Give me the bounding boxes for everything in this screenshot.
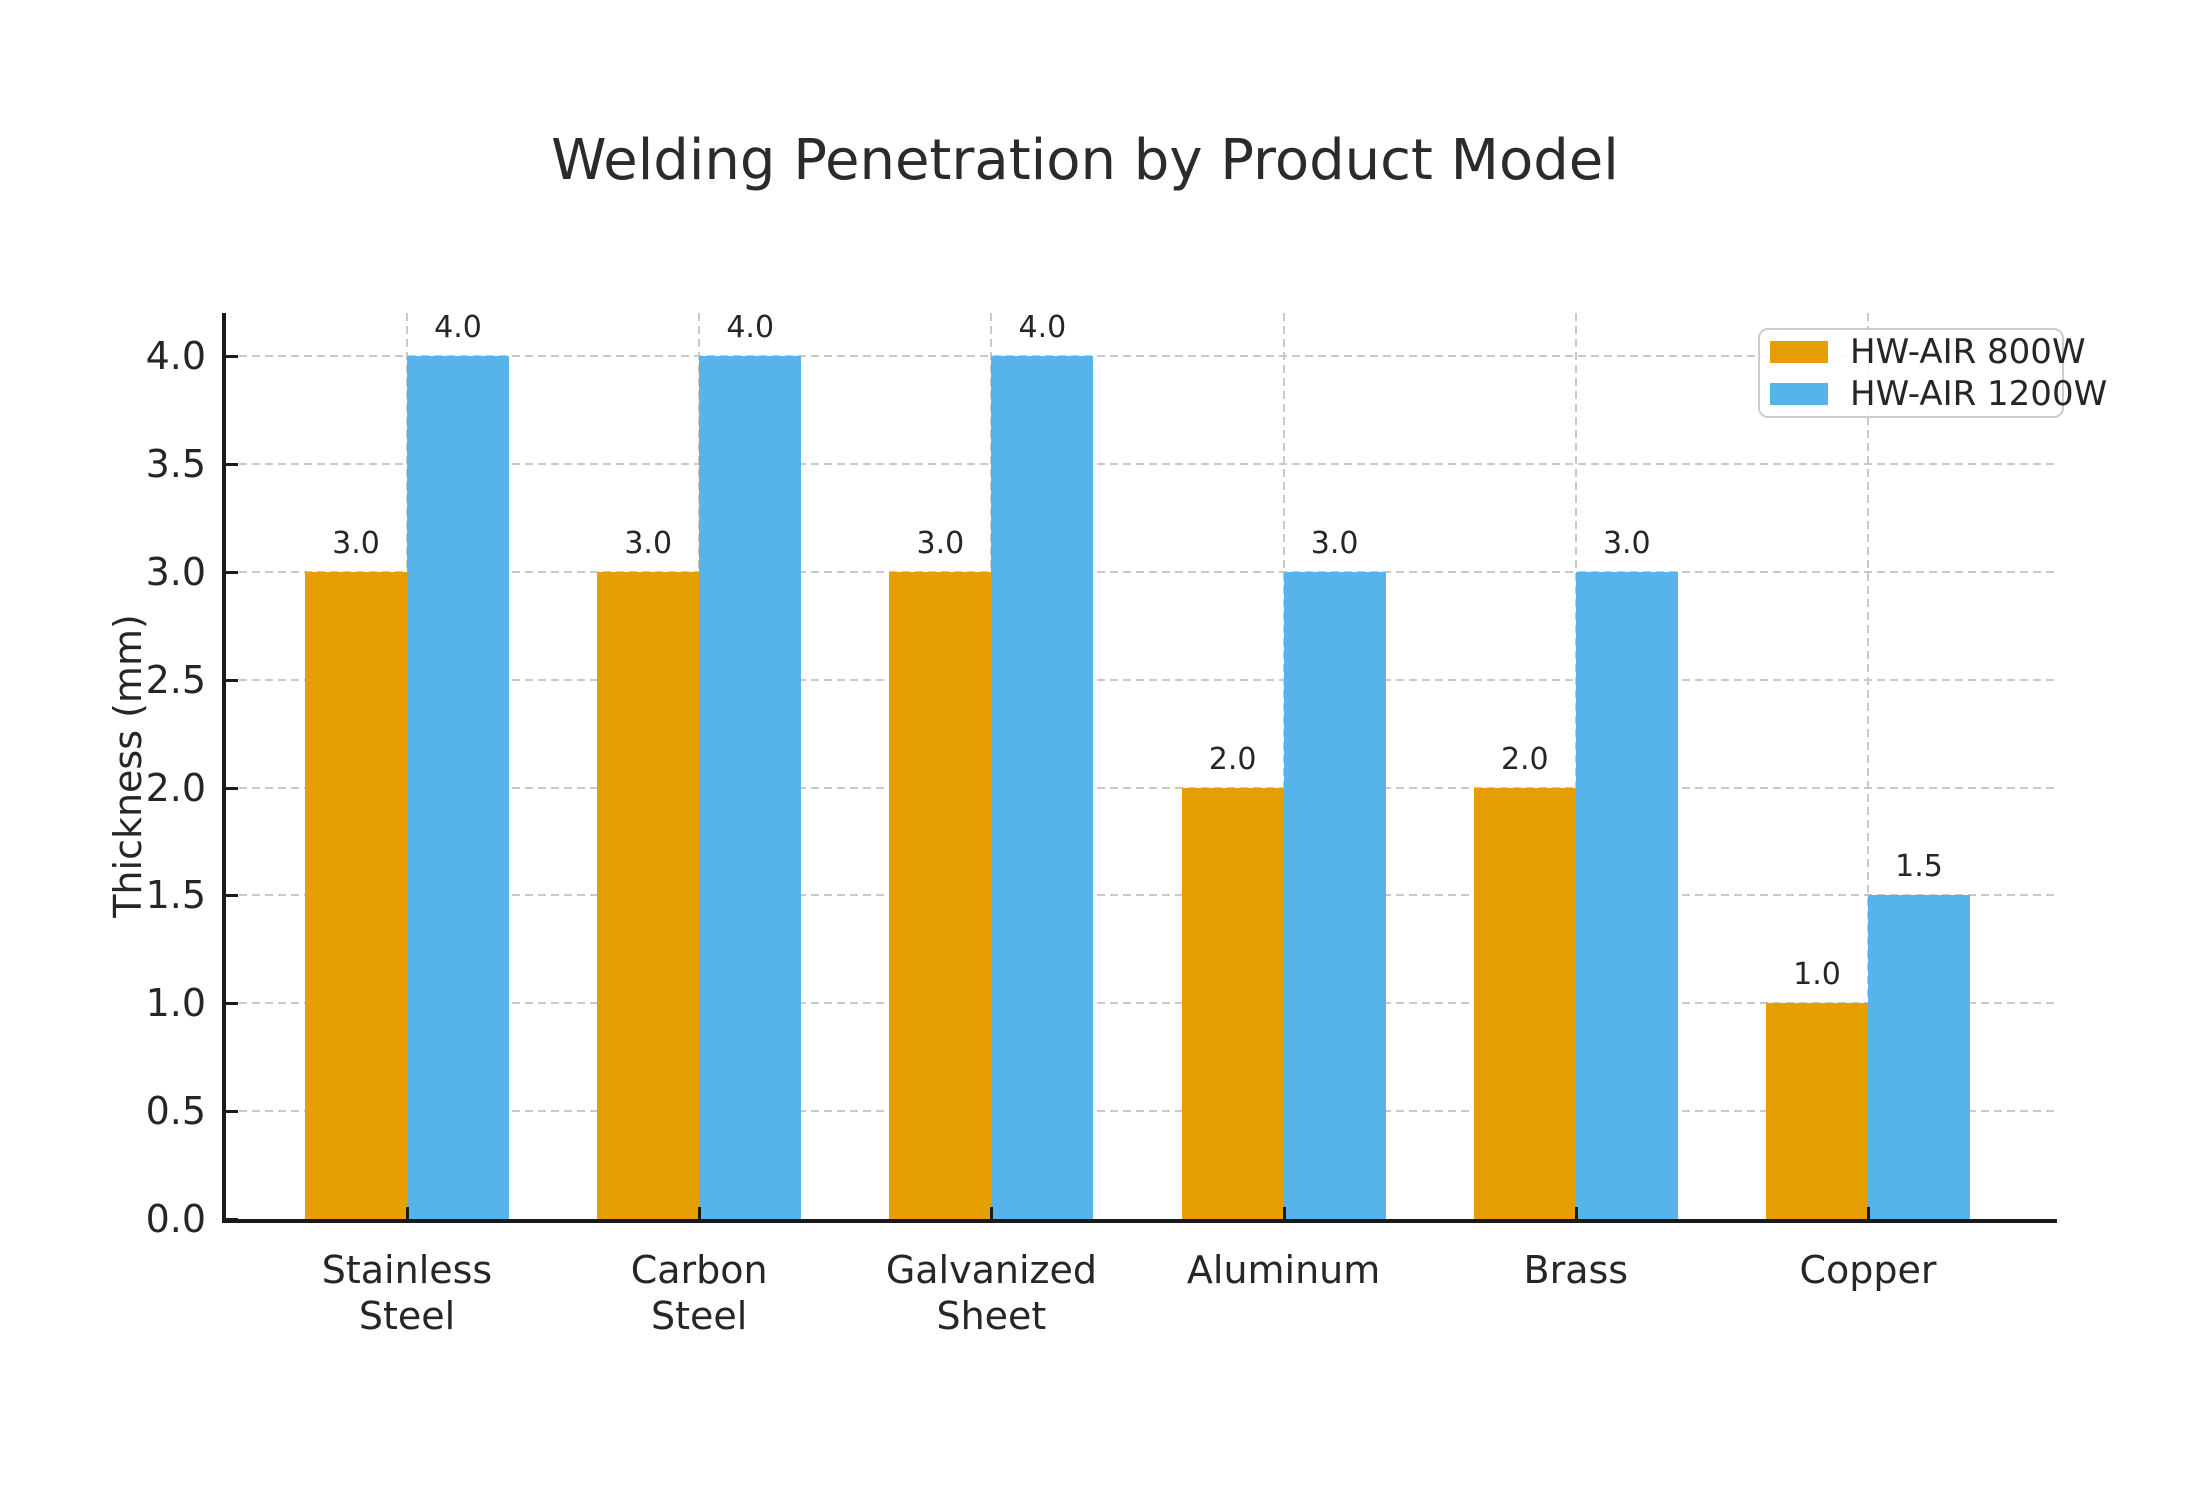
x-tick-label-line: Stainless [321,1248,493,1292]
bar-hw-air-1200w-copper [1868,895,1970,1219]
y-tick-mark [226,1110,238,1114]
bar-value-label: 2.0 [1208,741,1257,777]
y-tick-label: 3.0 [145,549,206,594]
bar-hw-air-800w-carbon-steel [597,571,700,1219]
bar-hw-air-800w-brass [1473,787,1576,1219]
gridline-horizontal [226,678,2057,681]
x-tick-label-line: Carbon [630,1248,768,1292]
gridline-horizontal [226,1110,2057,1113]
x-tick-label-line: Galvanized [885,1248,1097,1292]
bar-hw-air-1200w-stainless-steel [407,356,509,1219]
y-tick-mark [226,355,238,359]
bar-value-label: 3.0 [1602,525,1651,561]
y-tick-label: 2.5 [145,657,206,702]
legend-entry: HW-AIR 1200W [1760,374,2107,414]
x-tick-mark [698,1207,702,1219]
y-tick-label: 0.5 [145,1089,206,1134]
y-tick-label: 2.0 [145,765,206,810]
bar-hw-air-800w-aluminum [1181,787,1284,1219]
chart-title: Welding Penetration by Product Model [551,128,1619,193]
bar-hw-air-800w-copper [1766,1003,1868,1219]
x-tick-label: Stainless Steel [237,1247,577,1339]
x-tick-label-line: Steel [651,1294,748,1338]
legend-label: HW-AIR 1200W [1850,374,2108,414]
legend-label: HW-AIR 800W [1850,332,2086,372]
y-tick-label: 0.0 [145,1197,206,1241]
x-tick-label-line: Steel [358,1294,456,1338]
x-tick-mark [1867,1207,1870,1219]
bar-value-label: 3.0 [624,525,673,561]
bar-hw-air-1200w-brass [1575,571,1678,1219]
x-tick-mark [1574,1207,1578,1219]
x-tick-label-line: Sheet [936,1294,1047,1338]
bar-value-label: 3.0 [332,525,380,561]
x-tick-label-line: Aluminum [1186,1248,1381,1292]
legend-entry: HW-AIR 800W [1760,332,2086,372]
gridline-horizontal [226,1002,2057,1005]
y-axis-spine [222,313,226,1223]
x-tick-label-line: Copper [1799,1248,1937,1292]
legend-swatch [1770,341,1828,363]
bar-hw-air-1200w-aluminum [1283,571,1386,1219]
x-tick-label: Copper [1698,1247,2038,1293]
gridline-horizontal [226,355,2057,358]
y-tick-label: 1.0 [145,981,206,1026]
x-tick-label: Brass [1406,1247,1746,1293]
x-tick-mark [1282,1207,1286,1219]
bar-hw-air-800w-stainless-steel [305,571,407,1219]
x-tick-label: Aluminum [1114,1247,1454,1293]
bar-value-label: 4.0 [434,310,482,346]
y-tick-label: 1.5 [145,873,206,918]
bar-value-label: 4.0 [726,310,775,346]
y-tick-mark [226,786,238,790]
y-tick-label: 3.5 [145,442,206,486]
gridline-horizontal [226,894,2057,897]
x-axis-spine [222,1219,2057,1223]
bar-value-label: 1.5 [1895,849,1943,885]
y-tick-mark [226,1218,238,1221]
legend: HW-AIR 800W HW-AIR 1200W [1758,328,2107,418]
bar-value-label: 2.0 [1500,741,1549,777]
x-tick-mark [990,1207,994,1219]
gridline-horizontal [226,570,2057,573]
x-tick-label: Carbon Steel [529,1247,869,1339]
bar-value-label: 3.0 [916,525,965,561]
bar-hw-air-1200w-galvanized-sheet [991,356,1094,1219]
y-tick-mark [226,1002,238,1006]
y-tick-mark [226,894,238,898]
x-tick-label-line: Brass [1523,1248,1629,1292]
y-tick-mark [226,570,238,574]
y-tick-label: 4.0 [145,334,206,379]
bar-hw-air-1200w-carbon-steel [699,356,802,1219]
bar-value-label: 4.0 [1018,310,1067,346]
gridline-horizontal [226,463,2057,465]
y-tick-mark [226,463,238,466]
bar-value-label: 3.0 [1310,525,1359,561]
y-tick-mark [226,678,238,682]
x-tick-mark [406,1207,409,1219]
bar-value-label: 1.0 [1793,957,1841,993]
gridline-horizontal [226,786,2057,789]
legend-swatch [1770,383,1828,405]
gridline-vertical [1867,313,1869,1219]
x-tick-label: Galvanized Sheet [821,1247,1161,1339]
bar-hw-air-800w-galvanized-sheet [889,571,992,1219]
